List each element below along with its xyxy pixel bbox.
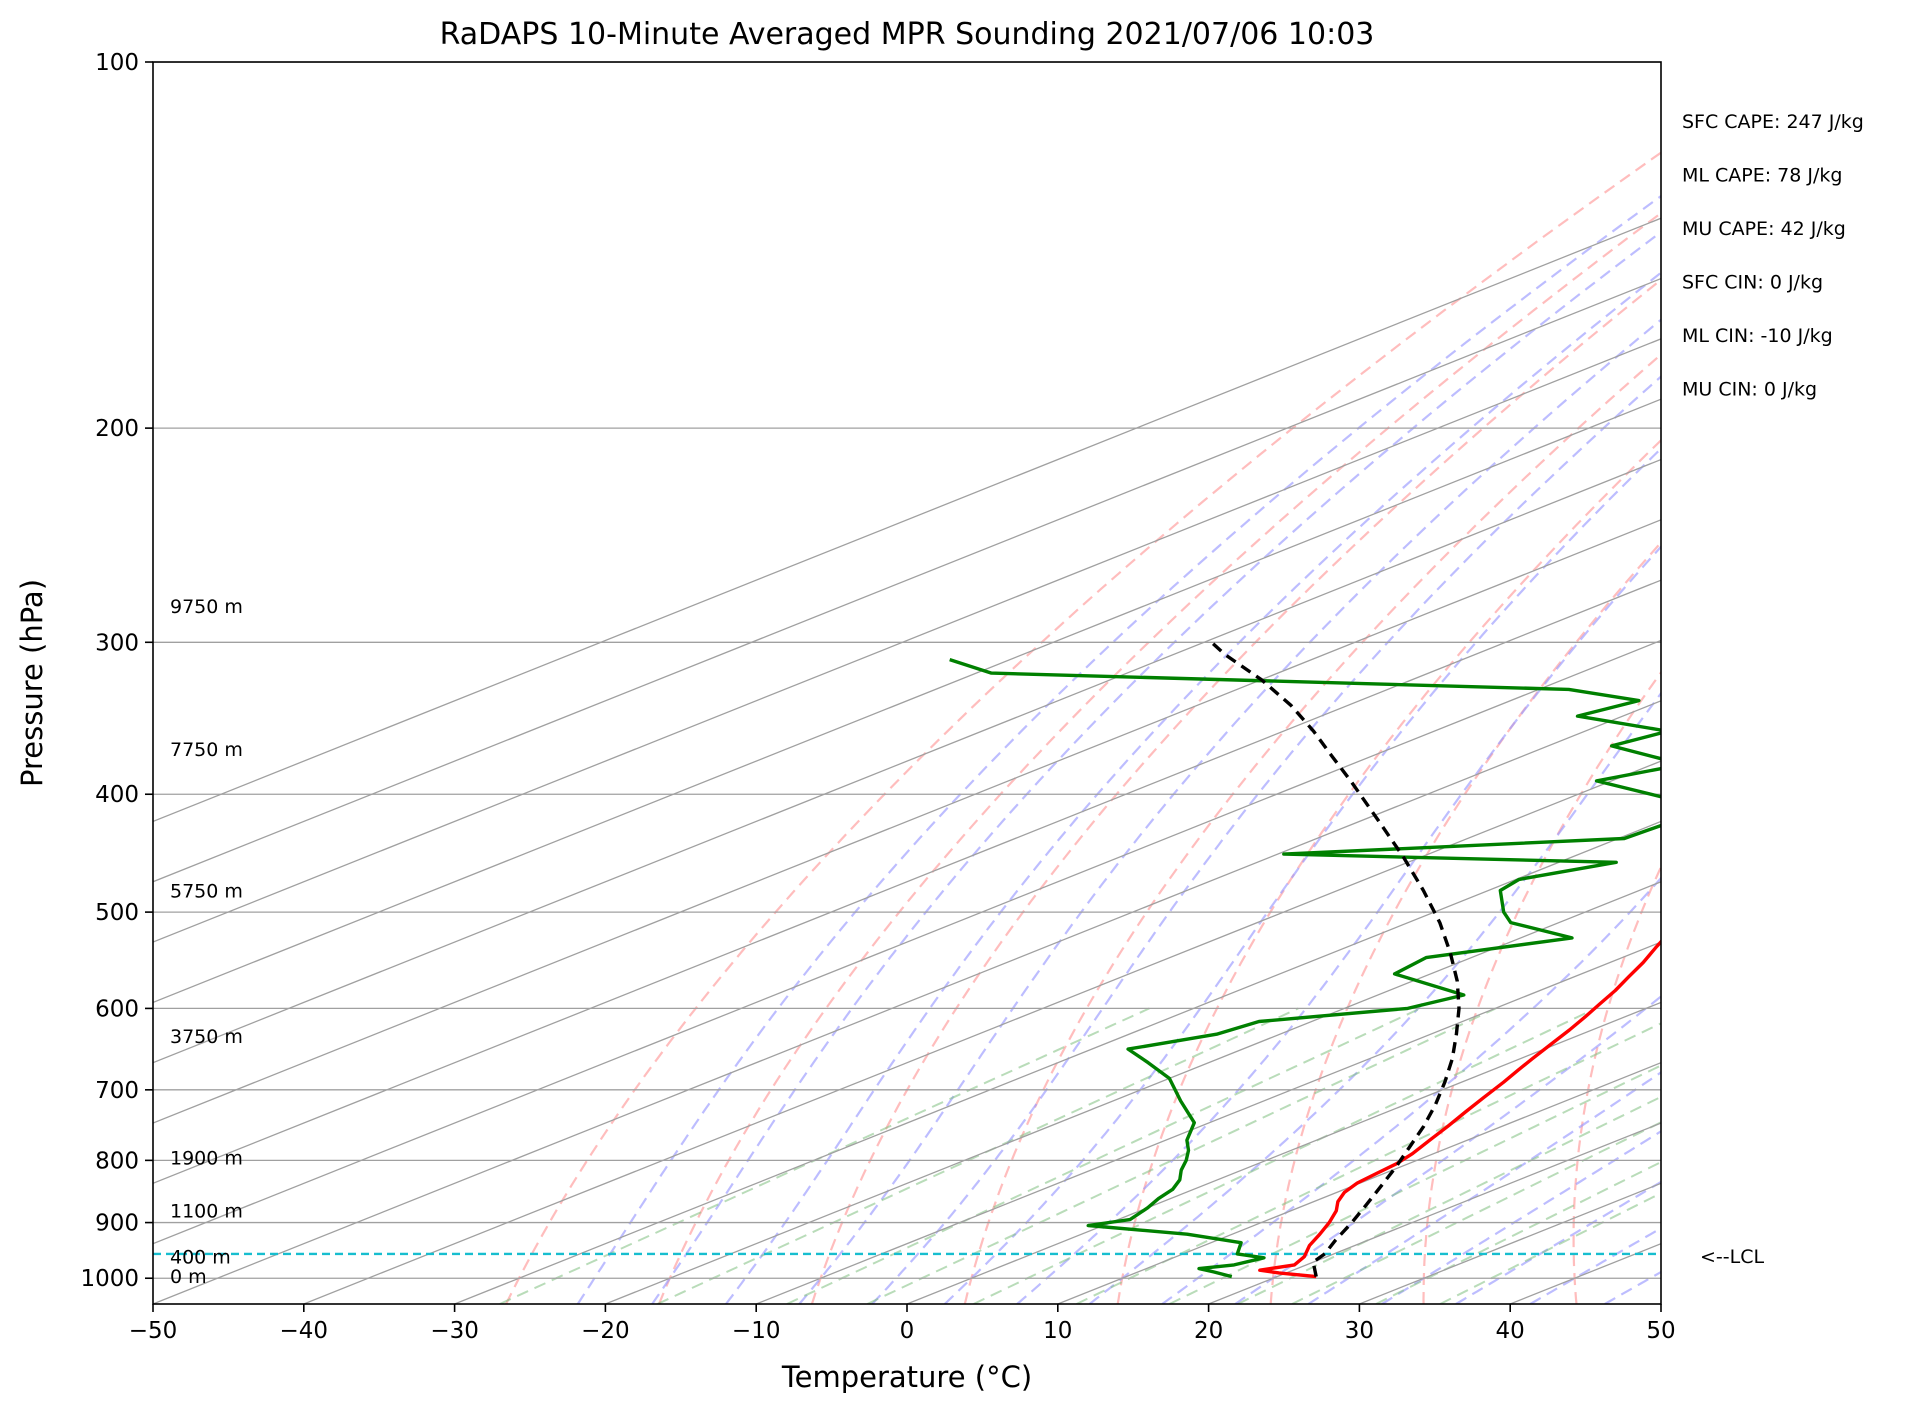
isotherm-line [153,639,1661,1245]
mixing-ratio-line [499,1007,1150,1304]
grid-lines [153,62,1661,1304]
dry-adiabat [505,151,1661,1304]
mixing-ratio-line [1169,1064,1661,1304]
y-tick-label: 300 [95,630,139,656]
x-tick-label: 30 [1345,1318,1374,1344]
y-axis-label: Pressure (hPa) [15,579,49,787]
mixing-ratio-line [1237,1095,1661,1304]
x-tick-label: 0 [900,1318,915,1344]
y-tick-label: 700 [95,1078,139,1104]
isotherm-line [605,881,1661,1304]
dry-adiabat [1116,438,1661,1304]
isotherm-line [454,820,1661,1304]
mixing-ratio-line [1076,1022,1661,1304]
isotherm-line [153,398,1661,1004]
dry-adiabat [1422,670,1661,1304]
height-label: 1900 m [170,1148,243,1170]
moist-adiabat [651,230,1661,1304]
mixing-ratio-line [1291,1121,1661,1304]
isotherm-line [153,519,1661,1124]
moist-adiabat [943,447,1661,1304]
isotherm-line [153,338,1661,943]
y-tick-label: 400 [95,782,139,808]
x-tick-label: 40 [1496,1318,1525,1344]
stat-label: SFC CIN: 0 J/kg [1682,272,1823,294]
isotherm-line [303,760,1661,1304]
series-temperature-line [1258,939,1661,1279]
sounding-series [153,641,1661,1279]
background-lines [499,62,1911,1304]
isotherm-line [153,458,1661,1064]
x-tick-label: −20 [581,1318,630,1344]
mixing-ratio-line [1439,1192,1661,1304]
height-label: 9750 m [170,596,243,618]
stat-label: MU CAPE: 42 J/kg [1682,218,1846,240]
stat-label: SFC CAPE: 247 J/kg [1682,111,1864,133]
y-tick-label: 200 [95,416,139,442]
x-tick-label: −10 [732,1318,781,1344]
dry-adiabat [657,211,1661,1304]
mixing-ratio-line [973,1007,1597,1304]
x-tick-label: −30 [430,1318,479,1344]
stat-label: ML CAPE: 78 J/kg [1682,165,1842,187]
y-tick-label: 600 [95,996,139,1022]
y-tick-label: 800 [95,1148,139,1174]
moist-adiabat [871,375,1661,1304]
x-tick-label: −40 [280,1318,329,1344]
series-parcel-line [1210,641,1461,1277]
y-tick-label: 900 [95,1211,139,1237]
moist-adiabat [576,194,1661,1304]
x-tick-label: 10 [1043,1318,1072,1344]
y-tick-label: 100 [95,50,139,76]
isotherm-line [906,1001,1661,1304]
isotherm-line [153,217,1661,823]
axes: −50 −40 −30 −20 −10 0 10 20 30 40 50 100 200 300 400 50… [80,50,1675,1344]
mixing-ratio-line [786,1007,1421,1304]
isotherm-line [153,277,1661,883]
moist-adiabat [1088,691,1661,1304]
isotherm-line [153,579,1661,1185]
height-label: 400 m [170,1247,231,1269]
isotherm-line [1057,1062,1661,1304]
y-tick-label: 1000 [80,1266,139,1292]
chart-title: RaDAPS 10-Minute Averaged MPR Sounding 2… [440,17,1375,52]
x-tick-label: 20 [1194,1318,1223,1344]
x-axis-label: Temperature (°C) [781,1360,1032,1394]
moist-adiabat [1234,995,1661,1304]
mixing-ratio-line [1375,1161,1661,1304]
stat-label: ML CIN: -10 J/kg [1682,325,1833,347]
height-label: 0 m [170,1266,207,1288]
dry-adiabat [810,278,1661,1304]
mixing-ratio-line [657,1007,1299,1304]
isotherm-line [153,700,1661,1304]
dry-adiabat [1719,62,1911,1304]
x-tick-label: 50 [1646,1318,1675,1344]
height-label: 3750 m [170,1026,243,1048]
y-tick-label: 500 [95,900,139,926]
series-dewpoint-line [949,657,1661,1279]
height-label: 1100 m [170,1201,243,1223]
height-label: 5750 m [170,881,243,903]
height-label: 7750 m [170,739,243,761]
dry-adiabat [1860,62,1911,1304]
annotations: 9750 m 7750 m 5750 m 3750 m 1900 m 1100 m 400 … [170,111,1864,1288]
x-tick-label: −50 [129,1318,178,1344]
moist-adiabat [725,271,1661,1304]
isotherm-line [1660,1303,1661,1304]
dry-adiabat [1269,540,1661,1304]
stat-label: MU CIN: 0 J/kg [1682,379,1817,401]
moist-adiabat [1307,1071,1661,1304]
moist-adiabat [1016,545,1661,1304]
lcl-label: <--LCL [1700,1246,1764,1268]
isotherm-line [755,941,1661,1304]
